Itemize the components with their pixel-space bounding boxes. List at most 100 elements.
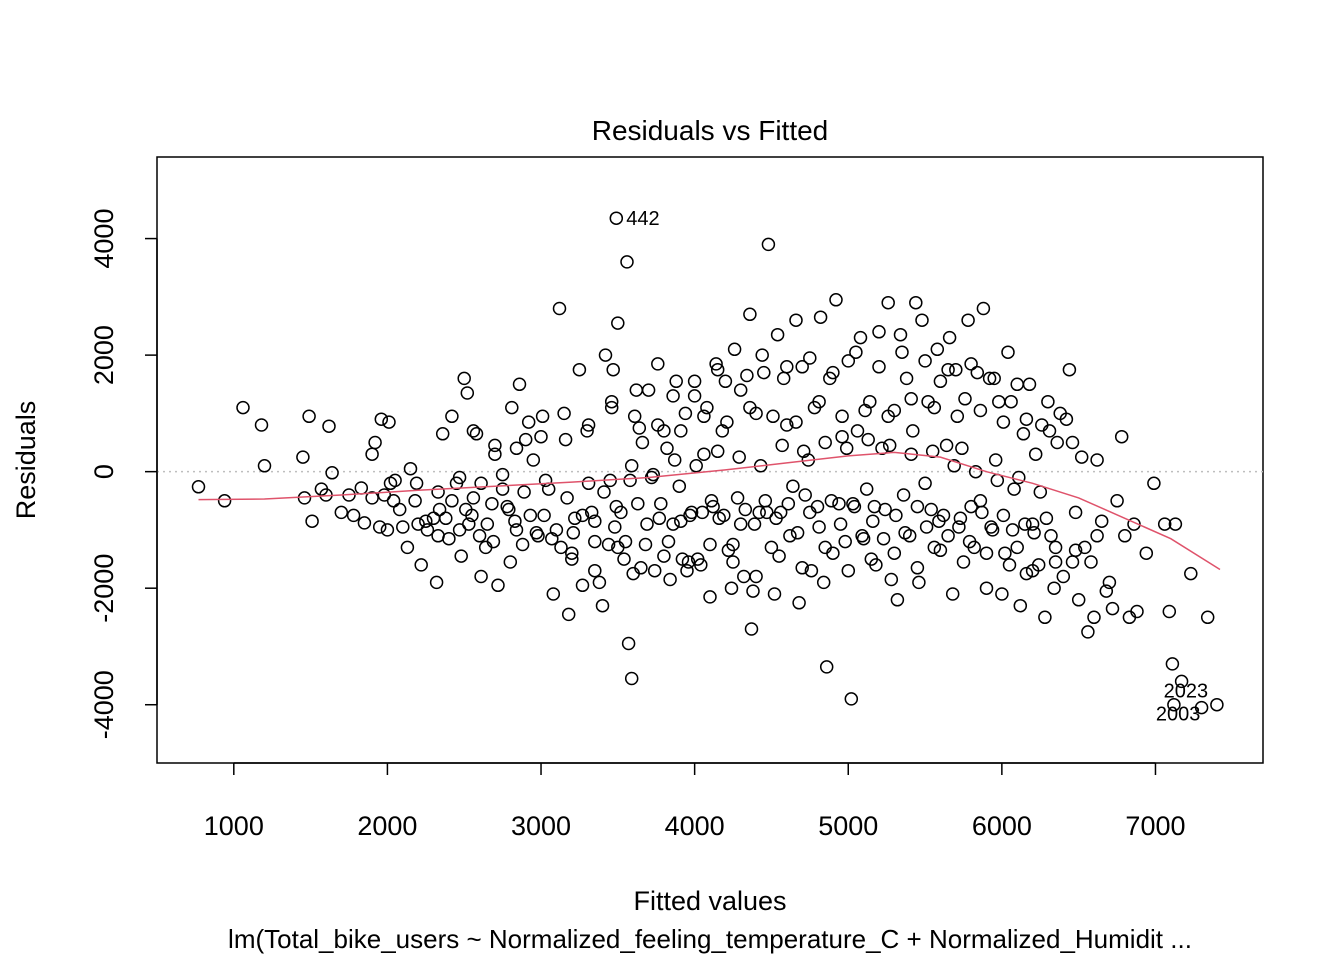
residual-point: [580, 424, 594, 438]
residual-point: [743, 307, 757, 322]
residual-point: [947, 459, 961, 473]
residual-point: [663, 572, 677, 587]
residual-point: [956, 555, 971, 569]
residual-point: [818, 540, 832, 555]
residual-point: [988, 453, 1003, 467]
residual-point: [955, 441, 969, 456]
residual-point: [887, 546, 902, 560]
residual-point: [1162, 604, 1177, 619]
residual-point: [812, 520, 826, 534]
residual-point: [566, 526, 581, 540]
residual-point: [1010, 377, 1024, 392]
residual-point: [844, 692, 859, 706]
residual-point: [795, 360, 809, 374]
residual-point: [769, 511, 783, 526]
residual-point: [813, 310, 828, 324]
residual-point: [1167, 697, 1181, 712]
residual-point: [565, 546, 579, 560]
residual-point: [1157, 517, 1172, 531]
y-axis-label: Residuals: [11, 401, 41, 520]
residual-point: [588, 534, 602, 549]
residual-point: [552, 301, 567, 316]
residual-point: [254, 418, 269, 432]
residual-point: [588, 563, 602, 578]
residual-point: [942, 330, 957, 345]
residual-point: [783, 529, 797, 543]
residual-point: [666, 517, 680, 531]
residual-point: [674, 514, 688, 528]
residual-point: [930, 342, 945, 357]
residual-point: [545, 531, 559, 546]
residual-point: [746, 584, 760, 598]
residual-point: [744, 622, 759, 636]
residual-point: [925, 444, 940, 459]
residual-point: [236, 400, 250, 415]
residual-point: [933, 543, 948, 558]
residual-point: [1019, 566, 1034, 581]
residual-point: [1001, 345, 1015, 359]
residual-point: [764, 540, 779, 555]
residual-point: [1048, 540, 1063, 555]
residual-point: [941, 529, 955, 543]
residual-point: [1042, 424, 1057, 438]
residual-point: [1118, 529, 1132, 543]
residual-point: [703, 537, 717, 552]
residual-point: [875, 441, 889, 456]
residual-point: [365, 447, 379, 461]
residual-point: [826, 546, 840, 560]
residual-point: [1065, 555, 1080, 569]
residual-point: [992, 394, 1006, 409]
y-tick-label: 4000: [89, 209, 119, 269]
residual-point: [1056, 569, 1071, 584]
residual-point: [641, 383, 656, 397]
outlier-label-2023: 2023: [1164, 680, 1209, 702]
residual-point: [724, 581, 739, 595]
residual-point: [609, 499, 624, 514]
residual-point: [568, 511, 582, 526]
residual-point: [964, 357, 978, 371]
residual-point: [620, 255, 634, 269]
residual-points: [191, 211, 1224, 715]
x-axis-label: Fitted values: [633, 886, 786, 916]
residual-point: [945, 587, 960, 601]
residual-point: [334, 505, 349, 520]
residual-point: [864, 552, 879, 566]
residual-point: [624, 459, 639, 473]
x-tick-label: 1000: [204, 811, 264, 841]
residual-point: [979, 546, 994, 560]
residual-point: [597, 485, 611, 499]
residual-point: [747, 517, 762, 531]
residual-point: [1018, 517, 1032, 531]
residual-point: [672, 479, 687, 493]
residual-point: [575, 508, 590, 523]
residual-point: [995, 587, 1009, 601]
residual-point: [893, 327, 908, 342]
residual-point: [675, 552, 690, 566]
residual-point: [654, 496, 668, 511]
residual-point: [611, 316, 625, 330]
residual-point: [780, 360, 794, 374]
residual-point: [680, 563, 694, 578]
residual-point: [1174, 674, 1189, 689]
residual-point: [853, 330, 868, 345]
residual-point: [661, 534, 676, 549]
residual-point: [1038, 610, 1052, 625]
residual-point: [523, 508, 538, 523]
residual-point: [987, 371, 1001, 386]
residual-point: [429, 575, 444, 590]
residual-point: [459, 502, 473, 517]
residual-point: [835, 429, 849, 444]
residual-point: [772, 549, 786, 563]
residual-point: [889, 508, 903, 523]
residual-point: [651, 418, 665, 432]
residual-point: [849, 345, 863, 359]
residual-point: [835, 409, 849, 424]
residual-point: [325, 466, 339, 480]
residual-point: [560, 491, 574, 505]
residual-point: [409, 476, 424, 491]
residual-point: [1127, 517, 1141, 531]
residual-point: [531, 529, 545, 543]
residual-point: [368, 435, 382, 450]
residual-point: [1210, 697, 1224, 712]
